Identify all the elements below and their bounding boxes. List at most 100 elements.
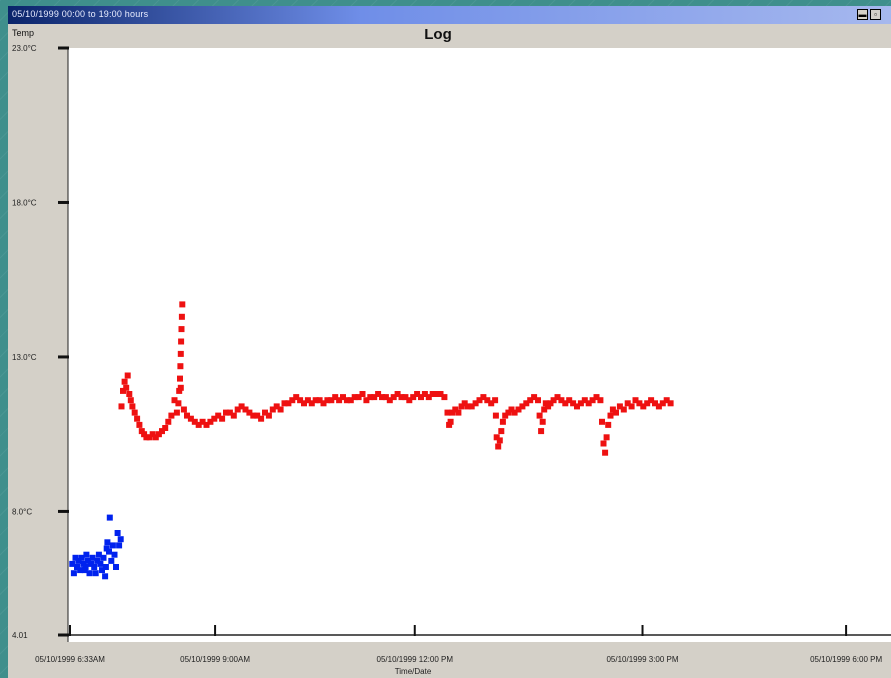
- data-point: [620, 406, 627, 413]
- data-point: [554, 394, 561, 401]
- data-point: [495, 443, 502, 450]
- data-point: [168, 412, 175, 419]
- data-point: [476, 397, 483, 404]
- data-point: [464, 403, 471, 410]
- data-point: [570, 400, 577, 407]
- data-point: [293, 394, 300, 401]
- data-point: [492, 412, 499, 419]
- data-point: [410, 394, 417, 401]
- data-point: [488, 400, 495, 407]
- data-point: [446, 421, 453, 428]
- data-point: [211, 415, 218, 422]
- data-point: [320, 400, 327, 407]
- data-point: [149, 431, 156, 438]
- data-point: [75, 557, 82, 564]
- data-point: [120, 387, 126, 394]
- data-point: [648, 397, 655, 404]
- data-point: [382, 394, 389, 401]
- data-point: [505, 409, 512, 416]
- data-point: [324, 397, 331, 404]
- data-point: [607, 412, 614, 419]
- data-point: [143, 434, 150, 441]
- data-point: [379, 394, 385, 401]
- data-point: [515, 406, 522, 413]
- data-point: [480, 394, 487, 401]
- data-point: [131, 409, 138, 416]
- data-point: [234, 406, 241, 413]
- data-point: [223, 409, 229, 416]
- data-point: [359, 391, 366, 397]
- y-tick-label: 4.01: [12, 631, 28, 640]
- data-point: [585, 400, 592, 407]
- data-point: [492, 397, 499, 404]
- data-point: [155, 431, 162, 438]
- data-point: [114, 530, 121, 536]
- data-point: [613, 409, 619, 416]
- data-point: [574, 403, 580, 410]
- data-point: [535, 397, 541, 404]
- data-point: [134, 415, 141, 422]
- data-point: [199, 418, 206, 425]
- data-point: [581, 397, 588, 404]
- data-point: [531, 394, 538, 401]
- data-point: [126, 391, 133, 397]
- data-point: [667, 400, 674, 407]
- data-point: [146, 434, 153, 441]
- data-point: [95, 551, 102, 558]
- data-point: [367, 394, 374, 401]
- data-point: [123, 384, 130, 391]
- minimize-icon[interactable]: ▬: [857, 9, 868, 20]
- data-point: [545, 403, 552, 410]
- data-point: [455, 409, 462, 416]
- data-point: [539, 418, 546, 425]
- data-point: [94, 557, 101, 564]
- data-point: [180, 406, 187, 413]
- data-point: [386, 397, 393, 404]
- data-point: [129, 403, 136, 410]
- data-point: [269, 406, 276, 413]
- data-point: [103, 545, 110, 552]
- data-point: [616, 403, 623, 410]
- data-point: [363, 397, 370, 404]
- data-point: [178, 313, 185, 320]
- data-point: [577, 400, 584, 407]
- data-point: [468, 403, 475, 410]
- data-point: [177, 363, 184, 370]
- data-point: [277, 406, 284, 413]
- data-point: [547, 400, 554, 407]
- data-point: [461, 400, 468, 407]
- data-point: [177, 350, 184, 357]
- data-point: [289, 397, 296, 404]
- data-point: [109, 542, 116, 549]
- x-tick-label: 05/10/1999 6:00 PM: [810, 655, 882, 664]
- data-point: [624, 400, 631, 407]
- maximize-icon[interactable]: ▫: [870, 9, 881, 20]
- data-point: [425, 394, 432, 401]
- data-point: [636, 400, 643, 407]
- data-point: [496, 437, 503, 444]
- window-titlebar[interactable]: 05/10/1999 00:00 to 19:00 hours ▬ ▫: [8, 6, 891, 24]
- data-point: [74, 564, 80, 570]
- data-point: [402, 394, 409, 401]
- data-point: [297, 397, 304, 404]
- data-point: [609, 406, 616, 413]
- plot-area: [68, 48, 891, 642]
- data-point: [86, 570, 93, 577]
- data-point: [599, 418, 605, 425]
- data-point: [176, 387, 183, 394]
- data-point: [273, 403, 280, 410]
- data-point: [121, 378, 128, 385]
- data-point: [511, 409, 518, 416]
- data-point: [328, 397, 335, 404]
- data-point: [421, 391, 428, 397]
- data-point: [106, 548, 112, 555]
- data-point: [178, 326, 185, 333]
- data-point: [281, 400, 288, 407]
- x-tick-label: 05/10/1999 6:33AM: [35, 655, 105, 664]
- data-point: [452, 406, 459, 413]
- data-point: [663, 397, 670, 404]
- data-point: [285, 400, 292, 407]
- x-tick-label: 05/10/1999 3:00 PM: [606, 655, 678, 664]
- data-point: [527, 397, 534, 404]
- data-point: [159, 428, 165, 435]
